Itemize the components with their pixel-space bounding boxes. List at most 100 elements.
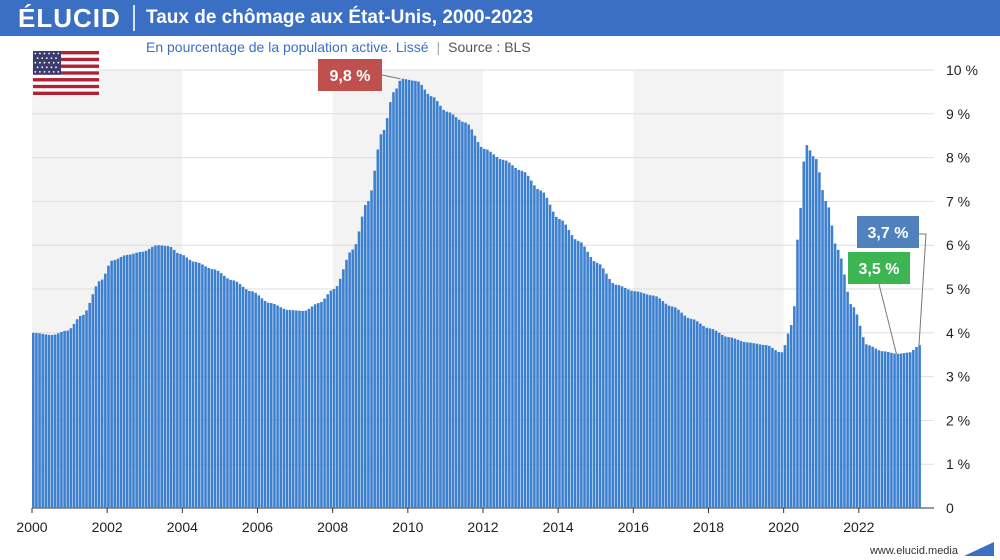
bar bbox=[370, 190, 373, 508]
bar bbox=[141, 251, 145, 508]
bar bbox=[774, 350, 777, 508]
bar bbox=[636, 291, 640, 508]
bar bbox=[733, 338, 737, 508]
bar bbox=[160, 245, 163, 509]
bar bbox=[623, 287, 627, 508]
bar bbox=[288, 310, 292, 508]
bar bbox=[232, 280, 236, 508]
bar bbox=[216, 270, 220, 508]
bar bbox=[890, 352, 893, 508]
x-tick-label: 2000 bbox=[16, 519, 47, 535]
bar bbox=[154, 245, 157, 508]
bar bbox=[545, 197, 549, 508]
bar bbox=[213, 269, 217, 508]
bar bbox=[207, 267, 210, 508]
bar bbox=[360, 216, 364, 508]
bar bbox=[454, 117, 458, 509]
bar bbox=[912, 350, 915, 508]
bar bbox=[542, 192, 546, 508]
bar bbox=[451, 114, 455, 509]
bar bbox=[717, 332, 721, 508]
bar bbox=[263, 300, 267, 508]
bar bbox=[223, 275, 226, 508]
bar bbox=[699, 323, 702, 508]
bar bbox=[91, 294, 95, 508]
bar bbox=[799, 207, 802, 508]
bar bbox=[363, 204, 367, 509]
bar bbox=[310, 306, 314, 508]
bar bbox=[254, 292, 257, 508]
bar bbox=[35, 332, 38, 508]
bar bbox=[504, 160, 508, 508]
bar bbox=[176, 252, 179, 508]
bar bbox=[448, 112, 452, 508]
y-tick-label: 4 % bbox=[946, 325, 970, 341]
bar bbox=[179, 253, 182, 508]
callout-leader bbox=[381, 74, 401, 80]
bar bbox=[464, 122, 467, 508]
bar bbox=[326, 294, 329, 508]
bar bbox=[811, 156, 815, 508]
bar bbox=[536, 188, 539, 509]
bar bbox=[899, 353, 903, 508]
bar bbox=[708, 328, 712, 508]
bar bbox=[730, 337, 734, 508]
x-tick-label: 2018 bbox=[693, 519, 724, 535]
bar bbox=[69, 328, 73, 508]
y-tick-label: 7 % bbox=[946, 193, 970, 209]
bar bbox=[57, 333, 60, 508]
bar bbox=[592, 261, 596, 508]
bar bbox=[104, 273, 107, 508]
bar bbox=[495, 156, 499, 508]
bar bbox=[457, 119, 461, 509]
bar bbox=[586, 251, 589, 508]
callout-min-label: 3,5 % bbox=[859, 261, 900, 278]
bar bbox=[558, 218, 561, 509]
subtitle-separator: | bbox=[436, 39, 441, 55]
bar bbox=[639, 292, 643, 508]
bar bbox=[470, 129, 474, 508]
bar bbox=[645, 294, 649, 508]
bar bbox=[276, 305, 279, 508]
bar bbox=[244, 289, 248, 508]
bar bbox=[483, 148, 486, 508]
callout-leader bbox=[918, 233, 927, 346]
bar bbox=[445, 111, 448, 509]
callout-leader bbox=[878, 283, 897, 354]
bar bbox=[354, 244, 358, 509]
bar bbox=[661, 301, 665, 508]
bar bbox=[827, 207, 831, 508]
bar bbox=[686, 317, 690, 508]
bar bbox=[808, 150, 812, 509]
bar bbox=[367, 201, 370, 508]
bar bbox=[908, 352, 912, 508]
bar bbox=[335, 286, 339, 508]
bar bbox=[442, 109, 445, 508]
bar bbox=[724, 336, 727, 508]
bar bbox=[323, 298, 326, 508]
bar bbox=[523, 172, 527, 508]
bar bbox=[627, 289, 630, 508]
bar bbox=[658, 298, 661, 508]
bar bbox=[786, 333, 790, 508]
bar bbox=[166, 246, 170, 509]
bar bbox=[771, 347, 774, 508]
bar bbox=[420, 84, 423, 509]
bar bbox=[395, 88, 398, 508]
x-tick-label: 2014 bbox=[543, 519, 574, 535]
bar bbox=[147, 248, 151, 509]
x-tick-label: 2012 bbox=[467, 519, 498, 535]
subtitle-text: En pourcentage de la population active. … bbox=[146, 39, 429, 55]
bar bbox=[683, 315, 687, 508]
bar bbox=[824, 201, 827, 508]
bar bbox=[88, 302, 91, 508]
bar bbox=[417, 81, 420, 509]
bar bbox=[539, 190, 542, 508]
bar bbox=[630, 290, 633, 508]
bar bbox=[802, 161, 806, 508]
bar bbox=[705, 327, 708, 508]
bar bbox=[169, 247, 173, 508]
bar bbox=[865, 344, 868, 508]
bar bbox=[392, 92, 395, 509]
bar bbox=[893, 353, 896, 508]
